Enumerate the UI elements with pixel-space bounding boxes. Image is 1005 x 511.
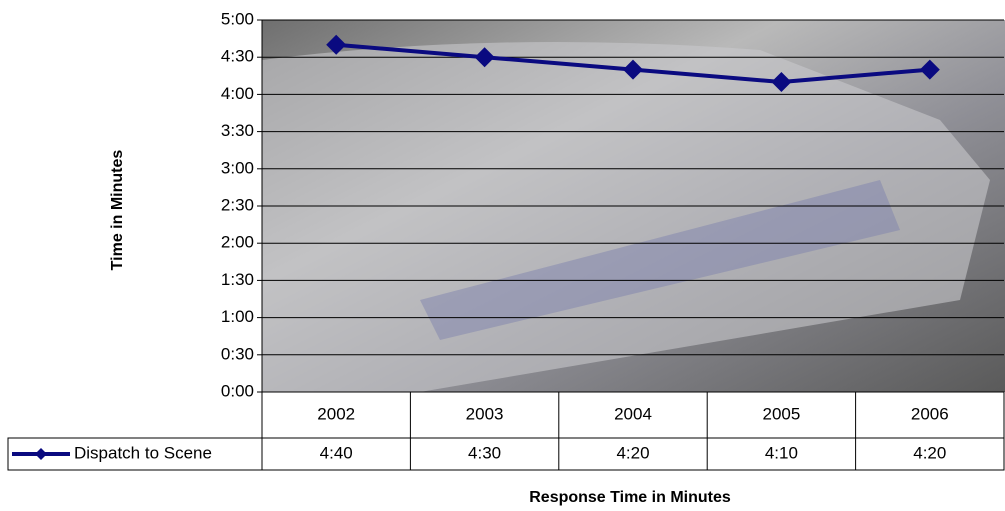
y-tick-label: 2:30 <box>221 195 254 214</box>
x-tick-label: 2005 <box>762 404 800 423</box>
x-tick-label: 2006 <box>911 404 949 423</box>
y-tick-label: 2:00 <box>221 233 254 252</box>
data-point <box>919 59 940 80</box>
data-point <box>474 47 495 68</box>
y-tick-label: 1:00 <box>221 307 254 326</box>
table-value: 4:20 <box>616 443 649 462</box>
x-tick-label: 2003 <box>466 404 504 423</box>
x-axis-title: Response Time in Minutes <box>529 489 731 506</box>
data-point <box>771 72 792 92</box>
data-point <box>623 59 643 80</box>
y-tick-label: 5:00 <box>221 9 254 28</box>
background-photo <box>262 42 990 392</box>
table-value: 4:30 <box>468 443 501 462</box>
table-value: 4:20 <box>913 443 946 462</box>
y-tick-label: 0:30 <box>221 344 254 363</box>
y-tick-label: 0:00 <box>221 381 254 400</box>
y-tick-label: 1:30 <box>221 270 254 289</box>
table-value: 4:40 <box>320 443 353 462</box>
background-photo-detail <box>420 180 900 340</box>
data-point <box>326 34 347 55</box>
x-tick-label: 2004 <box>614 404 652 423</box>
y-tick-label: 3:30 <box>221 121 254 140</box>
table-value: 4:10 <box>765 443 798 462</box>
table-data-row <box>7 437 1005 471</box>
y-axis-title: Time in Minutes <box>109 150 126 271</box>
y-tick-label: 3:00 <box>221 158 254 177</box>
legend-label: Dispatch to Scene <box>74 443 212 462</box>
y-tick-label: 4:00 <box>221 84 254 103</box>
y-tick-label: 4:30 <box>221 47 254 66</box>
legend-marker <box>35 448 47 460</box>
x-tick-label: 2002 <box>317 404 355 423</box>
